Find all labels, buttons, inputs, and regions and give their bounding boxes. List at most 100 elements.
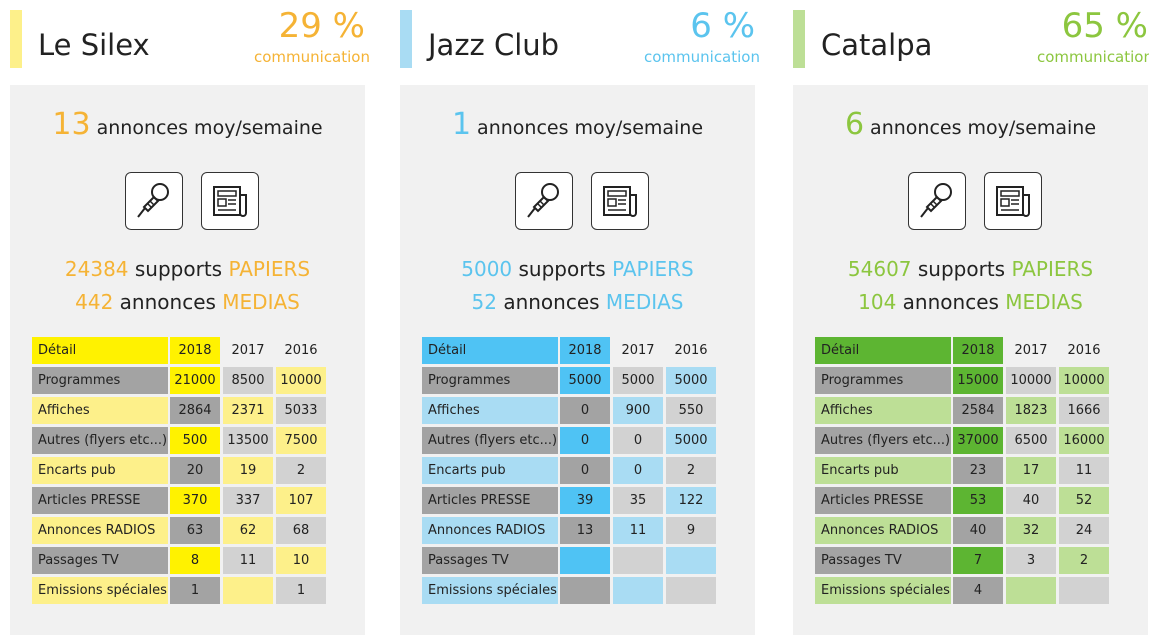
value-cell [1006, 577, 1056, 604]
value-cell [666, 577, 716, 604]
header-cell: 2016 [674, 343, 708, 358]
percent: 6 % [690, 6, 755, 46]
panel: Jazz Club 6 % communication 1 annonces moy/s… [400, 0, 760, 635]
paper-text: supports [518, 257, 606, 281]
row-label: Programmes [32, 367, 168, 394]
percent-label: communication [643, 48, 760, 66]
value-cell: 11 [223, 547, 273, 574]
row-label: Annonces RADIOS [32, 517, 168, 544]
value-cell [613, 577, 663, 604]
icon-microphone [515, 172, 573, 230]
value-cell: 21000 [170, 367, 220, 394]
value-cell: 1666 [1059, 397, 1109, 424]
media-count: 52 [471, 290, 497, 314]
icon-shape [527, 183, 559, 218]
row-label: Emissions spéciales [815, 577, 951, 604]
value-cell: 17 [1006, 457, 1056, 484]
header-cell: Détail [815, 337, 951, 364]
value-cell: 7 [953, 547, 1003, 574]
header-cell: Détail [422, 337, 558, 364]
value-cell: 11 [613, 517, 663, 544]
value-cell: 107 [276, 487, 326, 514]
value-cell: 900 [613, 397, 663, 424]
value-cell: 63 [170, 517, 220, 544]
row-label: Autres (flyers etc...) [815, 427, 951, 454]
paper-line: 5000 supports PAPIERS [400, 257, 755, 281]
value-cell: 11 [1059, 457, 1109, 484]
weekly-count: 6 [844, 107, 865, 142]
value-cell: 2 [276, 457, 326, 484]
media-text: annonces [503, 290, 600, 314]
value-cell [666, 547, 716, 574]
value-cell [560, 547, 610, 574]
media-text: annonces [902, 290, 999, 314]
value-cell [223, 577, 273, 604]
value-cell: 37000 [953, 427, 1003, 454]
header-cell: 2017 [1014, 343, 1048, 358]
paper-count: 24384 [64, 257, 129, 281]
panel-title: Le Silex [38, 28, 150, 62]
row-label: Passages TV [422, 547, 558, 574]
media-line: 104 annonces MEDIAS [793, 290, 1148, 314]
value-cell: 53 [953, 487, 1003, 514]
value-cell: 10 [276, 547, 326, 574]
row-label: Autres (flyers etc...) [32, 427, 168, 454]
paper-count: 54607 [847, 257, 912, 281]
value-cell: 13500 [223, 427, 273, 454]
value-cell: 2584 [953, 397, 1003, 424]
row-label: Autres (flyers etc...) [422, 427, 558, 454]
paper-highlight: PAPIERS [1011, 257, 1094, 281]
row-label: Articles PRESSE [815, 487, 951, 514]
value-cell: 2864 [170, 397, 220, 424]
value-cell: 0 [613, 457, 663, 484]
value-cell: 62 [223, 517, 273, 544]
value-cell: 9 [666, 517, 716, 544]
media-text: annonces [119, 290, 216, 314]
value-cell: 2 [666, 457, 716, 484]
value-cell: 370 [170, 487, 220, 514]
value-cell: 5000 [666, 427, 716, 454]
header-cell: 2018 [170, 337, 220, 364]
weekly-line: 6 annonces moy/semaine [793, 107, 1148, 142]
row-label: Encarts pub [32, 457, 168, 484]
media-count: 104 [858, 290, 897, 314]
weekly-label: annonces moy/semaine [870, 117, 1097, 139]
value-cell: 15000 [953, 367, 1003, 394]
weekly-count: 1 [451, 107, 472, 142]
value-cell: 10000 [1006, 367, 1056, 394]
header-cell: 2018 [953, 337, 1003, 364]
value-cell: 10000 [276, 367, 326, 394]
weekly-label: annonces moy/semaine [96, 117, 323, 139]
value-cell: 19 [223, 457, 273, 484]
row-label: Encarts pub [815, 457, 951, 484]
paper-text: supports [917, 257, 1006, 281]
percent: 65 % [1061, 6, 1148, 46]
icon-newspaper [201, 172, 259, 230]
value-cell: 20 [170, 457, 220, 484]
value-cell: 32 [1006, 517, 1056, 544]
value-cell: 5000 [560, 367, 610, 394]
row-label: Affiches [32, 397, 168, 424]
value-cell: 4 [953, 577, 1003, 604]
value-cell: 8500 [223, 367, 273, 394]
value-cell: 5033 [276, 397, 326, 424]
panel-body: 6 annonces moy/semaine 54607 supports PAPI… [793, 85, 1148, 635]
row-label: Passages TV [32, 547, 168, 574]
row-label: Programmes [422, 367, 558, 394]
value-cell: 0 [560, 427, 610, 454]
value-cell: 13 [560, 517, 610, 544]
icon-shape [920, 183, 952, 218]
value-cell: 8 [170, 547, 220, 574]
color-bar [793, 10, 805, 68]
panel-title: Catalpa [821, 28, 933, 62]
row-label: Articles PRESSE [32, 487, 168, 514]
value-cell: 40 [953, 517, 1003, 544]
value-cell: 10000 [1059, 367, 1109, 394]
media-highlight: MEDIAS [1005, 290, 1083, 314]
value-cell: 0 [560, 397, 610, 424]
value-cell: 0 [613, 427, 663, 454]
weekly-line: 1 annonces moy/semaine [400, 107, 755, 142]
weekly-label: annonces moy/semaine [477, 117, 704, 139]
header-cell: 2017 [621, 343, 655, 358]
